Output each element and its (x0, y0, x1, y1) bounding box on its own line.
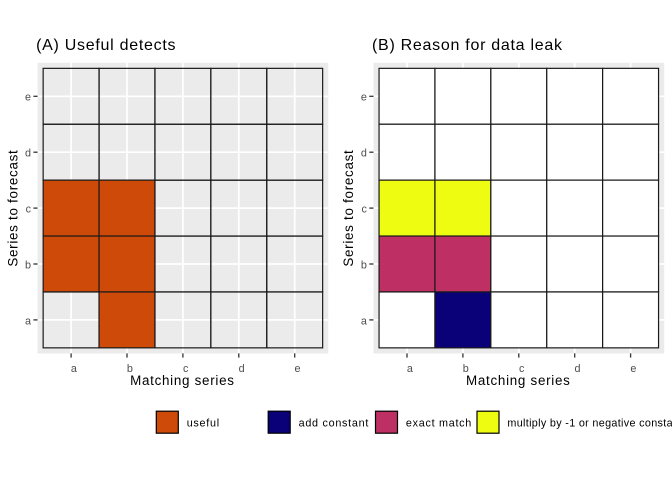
svg-text:Series to forecast: Series to forecast (5, 150, 20, 267)
svg-text:c: c (183, 363, 189, 375)
svg-text:c: c (519, 363, 525, 375)
svg-text:(A) Useful detects: (A) Useful detects (36, 37, 176, 54)
svg-text:a: a (71, 363, 78, 375)
svg-text:useful: useful (187, 417, 220, 429)
svg-text:add constant: add constant (299, 417, 369, 429)
svg-text:a: a (407, 363, 414, 375)
svg-text:b: b (25, 259, 32, 271)
svg-text:Matching series: Matching series (466, 373, 571, 388)
svg-text:exact match: exact match (406, 417, 472, 429)
svg-text:e: e (25, 92, 32, 104)
svg-text:d: d (575, 363, 582, 375)
svg-text:b: b (361, 259, 368, 271)
svg-text:a: a (361, 315, 368, 327)
svg-text:d: d (25, 148, 32, 160)
svg-text:b: b (127, 363, 134, 375)
svg-text:d: d (239, 363, 246, 375)
svg-text:(B) Reason for data leak: (B) Reason for data leak (372, 37, 563, 54)
svg-text:e: e (630, 363, 637, 375)
svg-text:Matching series: Matching series (130, 373, 235, 388)
svg-text:e: e (295, 363, 302, 375)
svg-text:e: e (361, 92, 368, 104)
svg-text:Series to forecast: Series to forecast (341, 150, 356, 267)
svg-text:multiply by -1 or negative con: multiply by -1 or negative constant (507, 417, 672, 429)
svg-text:b: b (463, 363, 470, 375)
svg-text:d: d (361, 148, 368, 160)
svg-text:a: a (25, 315, 32, 327)
svg-text:c: c (26, 204, 32, 216)
svg-text:c: c (361, 204, 367, 216)
